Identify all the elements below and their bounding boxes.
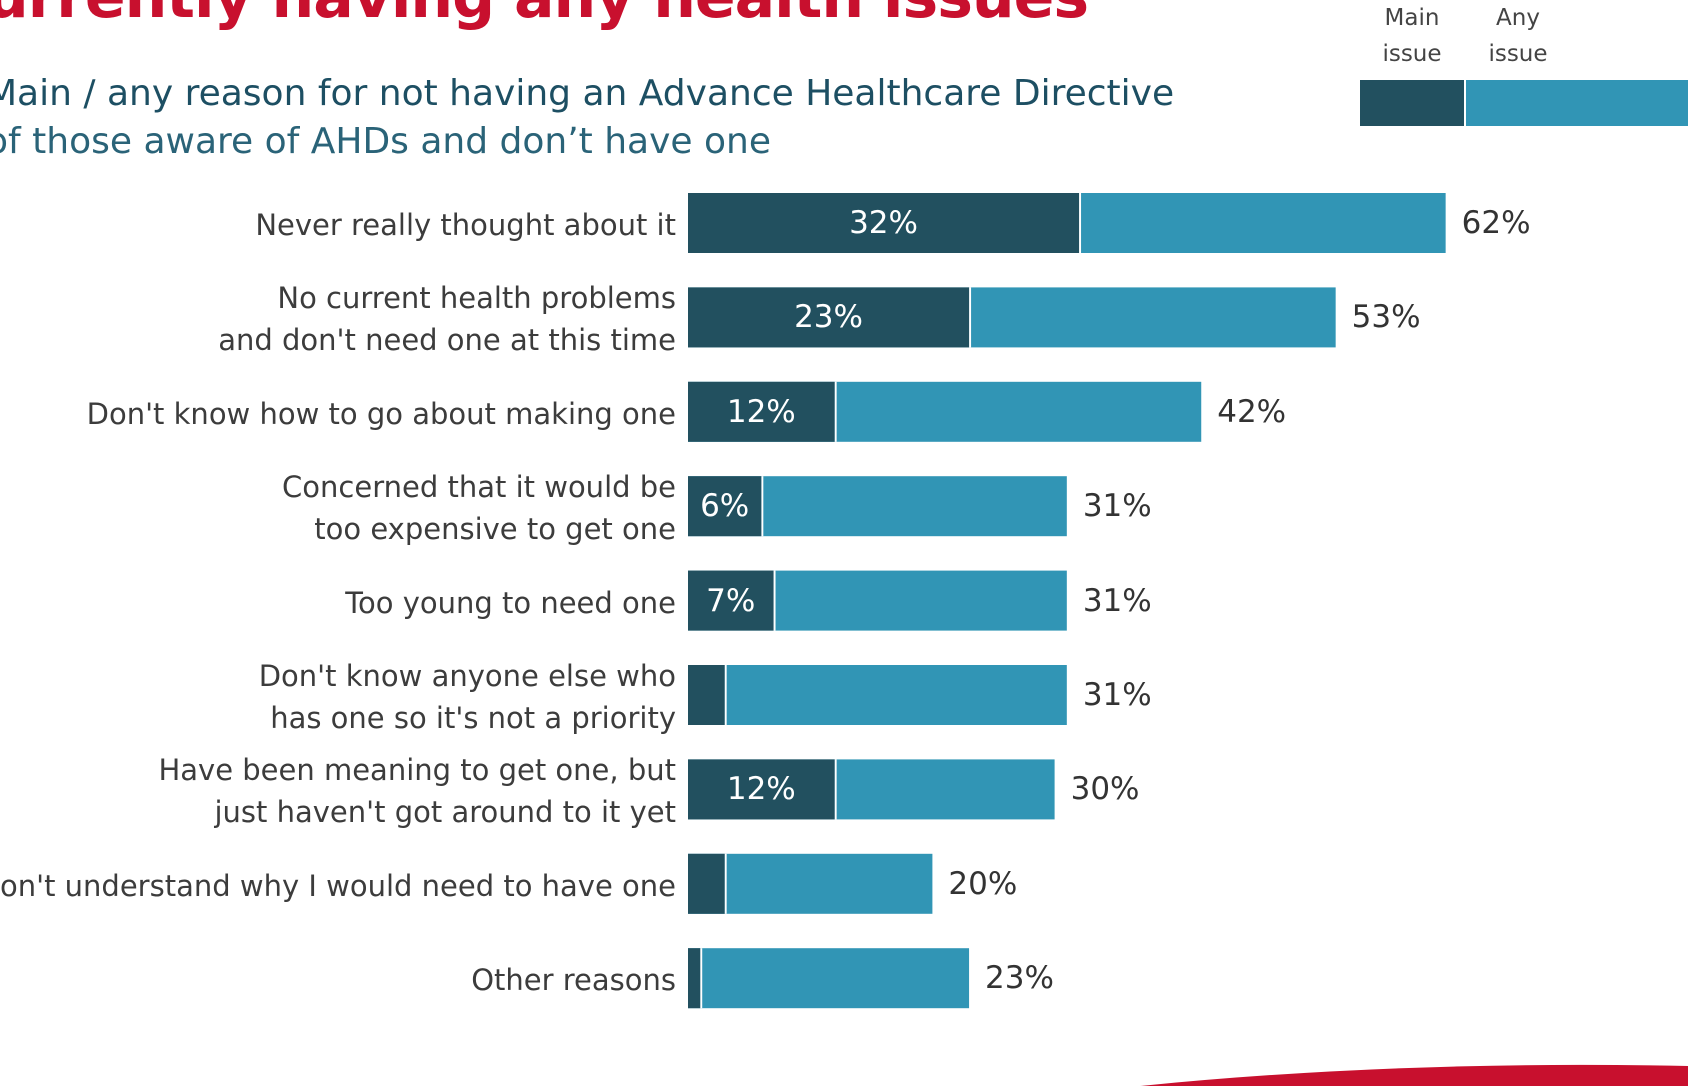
- category-label: Don't understand why I would need to hav…: [0, 865, 676, 907]
- category-label-line: has one so it's not a priority: [270, 701, 676, 735]
- bar-segment-divider: [773, 570, 776, 631]
- data-label-any-issue: 42%: [1217, 393, 1287, 430]
- category-label-line: and don't need one at this time: [218, 323, 676, 358]
- category-label: Never really thought about it: [0, 204, 676, 246]
- category-label-line: Don't understand why I would need to hav…: [0, 868, 676, 903]
- bar-main-issue: [688, 948, 701, 1009]
- category-label-line: Too young to need one: [345, 585, 676, 620]
- bar-segment-divider: [969, 287, 972, 348]
- category-label: Have been meaning to get one, but just ha…: [0, 749, 676, 833]
- category-label: No current health problems and don't need…: [0, 277, 676, 361]
- data-label-any-issue: 31%: [1082, 488, 1152, 525]
- data-label-any-issue: 30%: [1070, 771, 1140, 808]
- category-label-line: Other reasons: [471, 963, 676, 998]
- swoosh-shape: [1140, 1064, 1688, 1086]
- bar-segment-divider: [834, 759, 837, 820]
- category-label-line: Don't know how to go about making one: [86, 396, 676, 431]
- data-label-main-issue: 23%: [794, 299, 863, 336]
- data-label-any-issue: 23%: [985, 960, 1054, 997]
- category-label: Other reasons: [0, 959, 676, 1001]
- legend-swatch-any: [1466, 80, 1688, 126]
- legend-label-any: Any issue: [1464, 0, 1572, 72]
- bar-main-issue: [688, 381, 835, 442]
- bar-segment-divider: [724, 665, 727, 725]
- chart-base-description: of those aware of AHDs and don’t have on…: [0, 121, 772, 162]
- bar-segment-divider: [761, 476, 764, 537]
- data-label-main-issue: 6%: [700, 488, 750, 525]
- legend-label-main-line1: Main: [1384, 5, 1440, 31]
- legend-swatch-main: [1360, 80, 1464, 126]
- bar-segment-divider: [700, 948, 703, 1009]
- data-label-any-issue: 53%: [1351, 299, 1421, 336]
- data-label-any-issue: 31%: [1082, 677, 1152, 713]
- legend-label-main-line2: issue: [1382, 41, 1442, 67]
- data-label-main-issue: 7%: [706, 582, 756, 619]
- legend-label-any-line1: Any: [1496, 5, 1540, 31]
- category-label: Don't know anyone else who has one so it'…: [0, 655, 676, 739]
- data-label-main-issue: 12%: [726, 393, 796, 430]
- bar-any-issue: [688, 948, 970, 1009]
- bar-any-issue: [688, 665, 1067, 725]
- data-label-main-issue: 12%: [726, 771, 796, 808]
- category-label-line: Have been meaning to get one, but: [158, 753, 676, 788]
- category-label: Too young to need one: [0, 582, 676, 624]
- category-label-line: too expensive to get one: [314, 512, 676, 547]
- bar-main-issue: [688, 665, 725, 725]
- page-title: urrently having any health issues: [0, 0, 1089, 32]
- category-label-line: No current health problems: [277, 281, 676, 316]
- legend-label-any-line2: issue: [1488, 41, 1548, 67]
- bar-segment-divider: [1079, 193, 1082, 253]
- category-label-line: just haven't got around to it yet: [214, 795, 676, 830]
- category-label: Don't know how to go about making one: [0, 393, 676, 435]
- category-label-line: Concerned that it would be: [282, 470, 676, 505]
- bar-main-issue: [688, 193, 1080, 253]
- chart-subtitle: Main / any reason for not having an Adva…: [0, 73, 1175, 114]
- data-label-any-issue: 31%: [1082, 582, 1152, 619]
- data-label-main-issue: 32%: [849, 205, 918, 241]
- bar-main-issue: [688, 476, 762, 537]
- data-label-any-issue: 20%: [948, 865, 1018, 902]
- category-label: Concerned that it would be too expensive …: [0, 466, 676, 550]
- bar-segment-divider: [834, 381, 837, 442]
- bar-main-issue: [688, 853, 725, 914]
- data-label-any-issue: 62%: [1461, 205, 1531, 241]
- legend-label-main: Main issue: [1358, 0, 1466, 72]
- category-label-line: Never really thought about it: [255, 208, 676, 242]
- bar-main-issue: [688, 570, 774, 631]
- bar-main-issue: [688, 759, 835, 820]
- bar-segment-divider: [724, 853, 727, 914]
- category-label-line: Don't know anyone else who: [258, 659, 676, 693]
- bar-main-issue: [688, 287, 970, 348]
- bar-any-issue: [688, 853, 933, 914]
